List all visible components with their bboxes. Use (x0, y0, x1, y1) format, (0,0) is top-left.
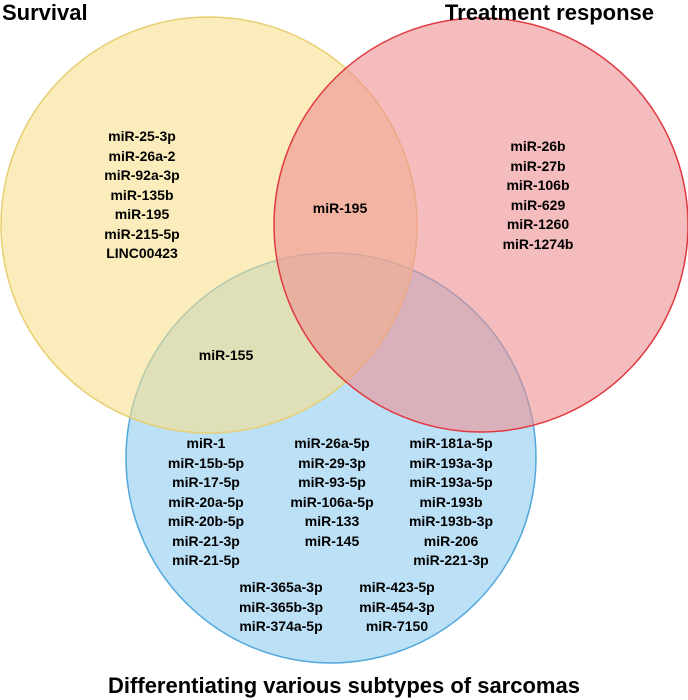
mirna-label: miR-365a-3p (239, 579, 323, 595)
mirna-label: miR-1274b (502, 235, 574, 252)
mirna-label: miR-215-5p (104, 225, 180, 242)
mirna-label: miR-193a-3p (409, 454, 493, 471)
mirna-label: miR-181a-5p (409, 435, 493, 451)
mirna-label: miR-206 (423, 532, 479, 549)
subtypes-list-col5: miR-423-5p miR-454-3p miR-7150 (337, 578, 457, 637)
mirna-label: miR-29-3p (298, 454, 366, 471)
treatment-circle (273, 17, 688, 433)
survival-only-list: miR-25-3p miR-26a-2 miR-92a-3p miR-135b miR-… (72, 127, 212, 264)
mirna-label: miR-193b (419, 493, 483, 510)
mirna-label: miR-454-3p (359, 598, 435, 615)
mirna-label: miR-106b (506, 177, 570, 193)
mirna-label: miR-365b-3p (238, 598, 324, 615)
mirna-label: miR-193a-5p (409, 474, 493, 490)
mirna-label: miR-20a-5p (168, 493, 244, 510)
mirna-label: miR-26a-5p (294, 435, 370, 451)
mirna-label: miR-93-5p (298, 474, 366, 490)
mirna-label: miR-1260 (506, 216, 570, 232)
treatment-response-title: Treatment response (444, 0, 654, 25)
mirna-label: miR-26b (510, 138, 566, 154)
mirna-label: miR-26a-2 (108, 147, 176, 164)
mirna-label: miR-1 (186, 435, 226, 451)
mirna-label: miR-7150 (365, 618, 429, 634)
mirna-label: miR-423-5p (359, 579, 435, 595)
mirna-label: miR-106a-5p (290, 493, 374, 510)
mirna-label: miR-374a-5p (239, 618, 323, 634)
mirna-label: miR-221-3p (413, 552, 489, 568)
mirna-label: miR-17-5p (172, 474, 240, 490)
mirna-label: miR-145 (304, 532, 360, 549)
mirna-label: miR-27b (510, 157, 566, 174)
subtypes-list-col3: miR-181a-5p miR-193a-3p miR-193a-5p miR-193… (391, 434, 511, 571)
subtypes-list-col1: miR-1 miR-15b-5p miR-17-5p miR-20a-5p miR-20… (146, 434, 266, 571)
survival-title: Survival (2, 0, 88, 25)
survival-subtypes-list: miR-155 (176, 346, 276, 366)
mirna-label: miR-20b-5p (167, 513, 245, 529)
subtypes-list-col4: miR-365a-3p miR-365b-3p miR-374a-5p (221, 578, 341, 637)
mirna-label: miR-21-5p (172, 552, 240, 568)
mirna-label: miR-15b-5p (167, 454, 245, 471)
mirna-label: miR-193b-3p (408, 513, 494, 529)
mirna-label: miR-25-3p (108, 128, 176, 144)
mirna-label: miR-155 (198, 347, 254, 363)
mirna-label: LINC00423 (106, 245, 178, 261)
mirna-label: miR-195 (312, 200, 368, 216)
subtypes-list-col2: miR-26a-5p miR-29-3p miR-93-5p miR-106a-5p m… (272, 434, 392, 551)
treatment-only-list: miR-26b miR-27b miR-106b miR-629 miR-1260 miR… (473, 137, 603, 254)
mirna-label: miR-92a-3p (104, 167, 180, 183)
survival-treatment-list: miR-195 (290, 199, 390, 219)
sarcoma-subtypes-title: Differentiating various subtypes of sarc… (108, 673, 580, 698)
mirna-label: miR-133 (304, 513, 360, 529)
mirna-label: miR-135b (110, 186, 174, 203)
mirna-label: miR-21-3p (172, 532, 240, 549)
mirna-label: miR-195 (114, 206, 170, 222)
mirna-label: miR-629 (510, 196, 566, 213)
